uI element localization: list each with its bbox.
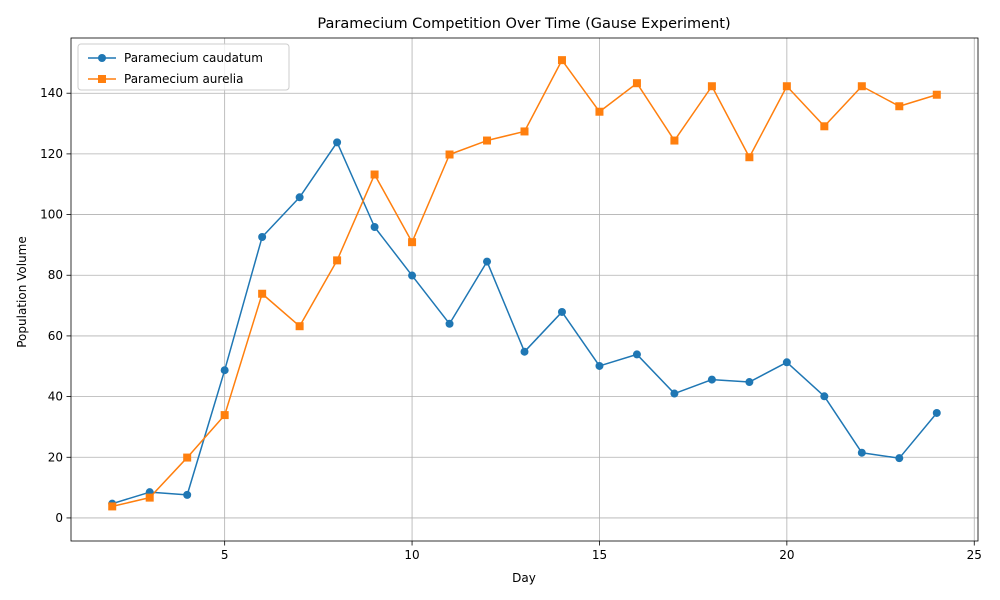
data-point (108, 502, 117, 511)
y-tick-label: 0 (55, 511, 63, 525)
data-point (632, 79, 641, 88)
x-tick-label: 25 (967, 548, 982, 562)
data-point (220, 366, 229, 375)
legend-marker (98, 75, 106, 83)
data-point (183, 490, 192, 499)
x-tick-label: 10 (404, 548, 419, 562)
y-tick-label: 60 (48, 329, 63, 343)
data-point (670, 136, 679, 145)
axes-frame (70, 37, 979, 542)
data-point (295, 193, 304, 202)
y-tick-label: 140 (40, 86, 63, 100)
x-tick-label: 15 (592, 548, 607, 562)
legend-box (77, 43, 290, 91)
legend-label: Paramecium caudatum (124, 51, 263, 65)
data-point (483, 257, 492, 266)
data-point (707, 82, 716, 91)
y-tick-label: 100 (40, 208, 63, 222)
legend-entry: Paramecium caudatum (88, 51, 263, 65)
data-point (895, 102, 904, 111)
y-tick-label: 40 (48, 390, 63, 404)
data-point (595, 107, 604, 116)
data-point (932, 90, 941, 99)
data-point (220, 411, 229, 420)
data-point (445, 150, 454, 159)
data-point (857, 448, 866, 457)
data-point (370, 223, 379, 232)
data-point (483, 136, 492, 145)
y-tick-label: 20 (48, 450, 63, 464)
data-point (333, 256, 342, 265)
legend: Paramecium caudatum Paramecium aurelia (77, 43, 290, 91)
data-point (145, 493, 154, 502)
y-tick-label: 80 (48, 268, 63, 282)
data-point (820, 392, 829, 401)
data-point (707, 375, 716, 384)
data-point (333, 138, 342, 147)
data-point (595, 361, 604, 370)
x-tick-label: 5 (221, 548, 229, 562)
data-point (408, 238, 417, 247)
grid (71, 38, 978, 541)
x-tick-label: 20 (779, 548, 794, 562)
y-tick-label: 120 (40, 147, 63, 161)
data-point (745, 153, 754, 162)
data-point (857, 82, 866, 91)
data-point (295, 322, 304, 331)
legend-label: Paramecium aurelia (124, 72, 243, 86)
data-point (557, 307, 566, 316)
data-point (520, 347, 529, 356)
x-axis-title: Day (512, 571, 536, 585)
data-point (820, 122, 829, 131)
data-point (183, 453, 192, 462)
data-point (258, 233, 267, 242)
data-point (445, 319, 454, 328)
data-point (932, 408, 941, 417)
axis-ticks: 5 10 15 20 25 0 20 40 60 80 100 120 140 (40, 86, 982, 562)
data-point (408, 271, 417, 280)
y-axis-title: Population Volume (15, 236, 29, 348)
data-point (782, 358, 791, 367)
data-point (632, 350, 641, 359)
data-point (782, 82, 791, 91)
legend-marker (98, 54, 106, 62)
series-paramecium-aurelia (108, 56, 941, 511)
plot-area-border (70, 37, 979, 542)
legend-entry: Paramecium aurelia (88, 72, 243, 86)
data-point (520, 127, 529, 136)
data-point (370, 170, 379, 179)
series-layer (108, 56, 941, 511)
data-point (557, 56, 566, 65)
data-point (895, 454, 904, 463)
data-point (670, 389, 679, 398)
chart-title: Paramecium Competition Over Time (Gause … (317, 16, 730, 32)
data-point (745, 378, 754, 387)
data-point (258, 289, 267, 298)
